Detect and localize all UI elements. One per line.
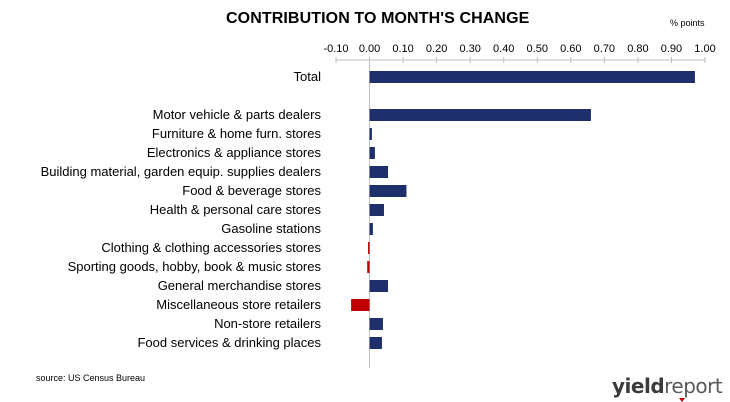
logo-bold: yield [612,374,665,398]
category-label: Non-store retailers [214,316,321,331]
x-tick-label: 0.40 [493,43,514,55]
x-tick-label: 0.20 [426,43,447,55]
bar [369,337,382,349]
bar [369,223,373,235]
category-label: Food & beverage stores [182,183,321,198]
bar [369,109,591,121]
x-tick-label: -0.10 [323,43,348,55]
category-label: Motor vehicle & parts dealers [153,107,322,122]
chart-title: CONTRIBUTION TO MONTH'S CHANGE [226,10,530,27]
category-label: Food services & drinking places [137,335,321,350]
bar [369,185,407,197]
category-label: Total [294,69,322,84]
x-tick-label: 1.00 [694,43,715,55]
x-tick-label: 0.60 [560,43,581,55]
yieldreport-logo: yieldreport [612,374,723,398]
category-label: Health & personal care stores [150,202,322,217]
category-label: Furniture & home furn. stores [152,126,322,141]
category-label: Miscellaneous store retailers [156,297,321,312]
x-tick-label: 0.00 [359,43,380,55]
category-label: Electronics & appliance stores [147,145,322,160]
category-label: General merchandise stores [158,278,322,293]
logo-mark-icon [679,398,685,402]
x-tick-label: 0.30 [459,43,480,55]
bar [368,242,370,254]
bar [369,71,695,83]
x-tick-label: 0.90 [661,43,682,55]
bar [369,147,375,159]
bar [369,280,388,292]
category-label: Building material, garden equip. supplie… [41,164,322,179]
x-tick-label: 0.10 [392,43,413,55]
logo-light: report [664,374,723,398]
bar [369,128,372,140]
category-label: Clothing & clothing accessories stores [101,240,321,255]
unit-label: % points [670,18,705,28]
category-label: Sporting goods, hobby, book & music stor… [68,259,322,274]
x-tick-label: 0.50 [527,43,548,55]
bar [369,318,383,330]
category-label: Gasoline stations [221,221,321,236]
x-tick-label: 0.70 [594,43,615,55]
bar [351,299,370,311]
bar [367,261,370,273]
bar [369,204,384,216]
x-tick-label: 0.80 [627,43,648,55]
source-note: source: US Census Bureau [36,373,146,383]
bar [369,166,388,178]
